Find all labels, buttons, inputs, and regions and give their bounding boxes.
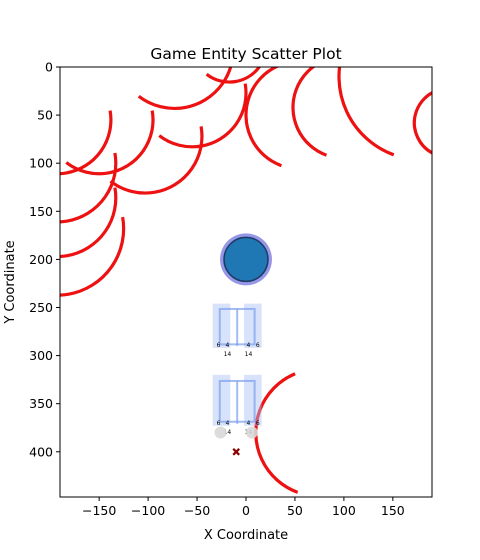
structure-column-mark — [244, 303, 262, 348]
y-tick-label: 300 — [29, 348, 53, 363]
y-tick-label: 400 — [29, 444, 53, 459]
arc-mark — [136, 67, 248, 149]
target-x-stroke — [232, 448, 240, 456]
gray-point-mark — [245, 426, 258, 439]
y-tick-label: 100 — [29, 156, 53, 171]
arc-mark — [60, 137, 118, 259]
arc-mark — [254, 367, 385, 497]
arc-mark — [60, 102, 118, 224]
x-tick-label: −150 — [82, 503, 116, 518]
y-tick-label: 150 — [29, 204, 53, 219]
structure-label: 4 — [247, 420, 251, 427]
chart-title: Game Entity Scatter Plot — [150, 45, 341, 63]
structure-label: 6 — [217, 342, 221, 349]
structure-column-mark — [212, 303, 231, 348]
arc-mark — [244, 67, 356, 171]
arc-mark — [60, 67, 155, 176]
arc-mark — [60, 67, 113, 176]
y-tick-label: 0 — [45, 60, 53, 75]
arc-mark — [60, 160, 126, 297]
x-tick-label: −50 — [184, 503, 210, 518]
arc-mark — [337, 67, 432, 162]
structure-label: 6 — [256, 420, 260, 427]
target-x-mark — [232, 448, 240, 456]
y-tick-label: 350 — [29, 396, 53, 411]
x-tick-label: 50 — [287, 503, 303, 518]
x-axis: −150 −100 −50 0 50 100 150 — [82, 497, 405, 518]
x-tick-label: 150 — [381, 503, 405, 518]
y-tick-label: 200 — [29, 252, 53, 267]
structure-label: 6 — [256, 342, 260, 349]
x-axis-label: X Coordinate — [204, 528, 288, 543]
gray-point-mark — [214, 426, 227, 439]
y-axis-label: Y Coordinate — [3, 240, 18, 324]
x-tick-label: −100 — [131, 503, 165, 518]
y-tick-label: 250 — [29, 300, 53, 315]
plot-area: 6414461464144614 — [60, 67, 432, 497]
structure-label: 14 — [224, 351, 232, 358]
structure-label: 6 — [217, 420, 221, 427]
structure-label: 14 — [224, 429, 232, 436]
arc-mark — [86, 77, 204, 195]
structure-column-mark — [244, 374, 262, 426]
arc-mark — [190, 67, 269, 84]
x-tick-label: 100 — [332, 503, 356, 518]
arc-mark — [114, 67, 235, 111]
structure-label: 4 — [247, 342, 251, 349]
arc-mark — [412, 86, 432, 159]
y-tick-label: 50 — [37, 108, 53, 123]
player-circle-mark — [223, 236, 269, 283]
y-axis: 0 50 100 150 200 250 300 350 400 — [29, 60, 60, 459]
structure-label: 4 — [225, 420, 229, 427]
structure-label: 4 — [225, 342, 229, 349]
structure-label: 14 — [245, 351, 253, 358]
structure-column-mark — [212, 374, 231, 426]
x-tick-label: 0 — [242, 503, 250, 518]
